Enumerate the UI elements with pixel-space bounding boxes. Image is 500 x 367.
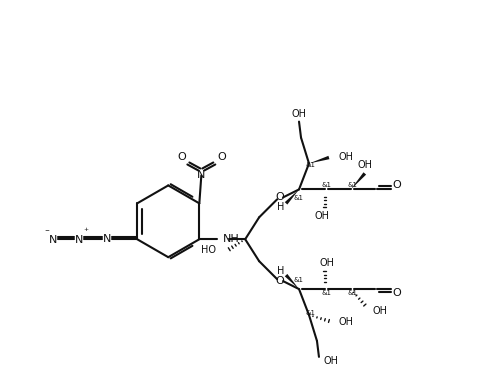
Text: &1: &1 <box>306 310 316 316</box>
Text: H: H <box>278 202 285 212</box>
Polygon shape <box>285 274 299 289</box>
Polygon shape <box>351 172 366 189</box>
Text: NH: NH <box>224 234 240 244</box>
Text: OH: OH <box>324 356 338 366</box>
Text: OH: OH <box>292 109 306 119</box>
Text: O: O <box>276 276 284 286</box>
Text: OH: OH <box>373 306 388 316</box>
Text: $^{-}$: $^{-}$ <box>44 227 51 236</box>
Text: N: N <box>50 235 58 245</box>
Text: &1: &1 <box>348 182 358 188</box>
Text: O: O <box>392 288 401 298</box>
Text: OH: OH <box>339 317 354 327</box>
Text: HO: HO <box>202 245 216 255</box>
Polygon shape <box>285 189 299 204</box>
Text: &1: &1 <box>348 290 358 296</box>
Text: OH: OH <box>358 160 372 171</box>
Text: OH: OH <box>320 258 334 268</box>
Text: OH: OH <box>314 211 330 221</box>
Polygon shape <box>309 156 330 163</box>
Text: &1: &1 <box>293 277 303 283</box>
Text: H: H <box>278 266 285 276</box>
Text: &1: &1 <box>322 290 332 296</box>
Text: &1: &1 <box>293 195 303 201</box>
Text: N: N <box>197 170 205 181</box>
Text: &1: &1 <box>306 163 316 168</box>
Text: O: O <box>177 152 186 161</box>
Text: &1: &1 <box>322 182 332 188</box>
Text: OH: OH <box>339 152 354 161</box>
Text: O: O <box>217 152 226 161</box>
Text: O: O <box>276 192 284 202</box>
Text: $^{+}$: $^{+}$ <box>83 227 89 236</box>
Text: O: O <box>392 181 401 190</box>
Text: N: N <box>75 235 84 245</box>
Text: N: N <box>103 234 112 244</box>
